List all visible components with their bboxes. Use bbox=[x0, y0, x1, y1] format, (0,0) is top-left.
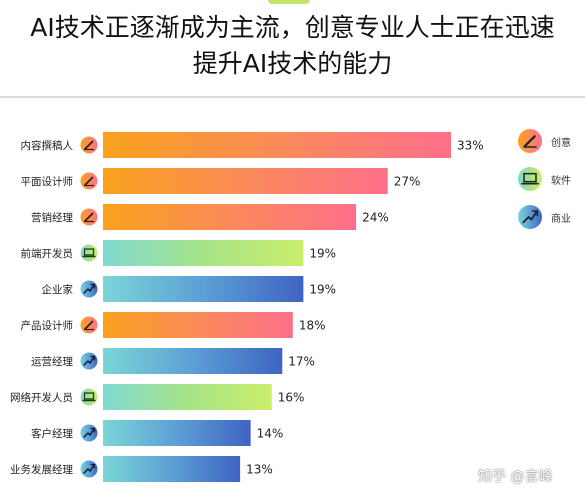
value-label: 14% bbox=[257, 427, 284, 441]
row-laptop-icon bbox=[79, 243, 99, 263]
top-accent-bar bbox=[0, 0, 585, 4]
title-line-1: AI技术正逐渐成为主流，创意专业人士正在迅速 bbox=[30, 13, 555, 42]
row-trend-icon bbox=[79, 423, 99, 443]
category-label: 平面设计师 bbox=[21, 175, 74, 188]
value-label: 19% bbox=[309, 283, 336, 297]
row-pencil-icon bbox=[79, 135, 99, 155]
bar bbox=[103, 312, 293, 338]
legend-label-business: 商业 bbox=[551, 214, 571, 225]
bar bbox=[103, 168, 388, 194]
bar bbox=[103, 384, 272, 410]
value-label: 16% bbox=[278, 391, 305, 405]
row-pencil-icon bbox=[79, 207, 99, 227]
title-divider bbox=[0, 96, 585, 98]
row-pencil-icon bbox=[79, 171, 99, 191]
bar bbox=[103, 456, 241, 482]
category-label: 内容撰稿人 bbox=[21, 139, 74, 152]
category-label: 业务发展经理 bbox=[10, 463, 73, 476]
category-label: 客户经理 bbox=[31, 427, 73, 440]
bar bbox=[103, 348, 283, 374]
value-label: 27% bbox=[394, 175, 421, 189]
category-label: 企业家 bbox=[42, 283, 74, 296]
category-label: 网络开发人员 bbox=[10, 391, 73, 404]
watermark: 知乎 @言峰 bbox=[478, 469, 553, 485]
row-trend-icon bbox=[79, 351, 99, 371]
bar-chart: 内容撰稿人 33% 平面设计师 27% 营销经理 24% 前端开发员 19% 企业家 19% 产品设… bbox=[10, 132, 484, 482]
bar bbox=[103, 420, 251, 446]
legend-item-software: 软件 bbox=[517, 166, 583, 192]
legend-software-laptop-icon bbox=[518, 167, 542, 191]
bar bbox=[103, 132, 451, 158]
legend-business-trend-icon bbox=[518, 205, 542, 229]
value-label: 19% bbox=[309, 247, 336, 261]
value-label: 33% bbox=[457, 139, 484, 153]
value-label: 13% bbox=[246, 463, 273, 477]
value-label: 18% bbox=[299, 319, 326, 333]
category-label: 运营经理 bbox=[31, 355, 73, 368]
legend-item-business: 商业 bbox=[517, 204, 583, 230]
legend-label-software: 软件 bbox=[551, 176, 571, 187]
bar bbox=[103, 276, 304, 302]
row-laptop-icon bbox=[79, 387, 99, 407]
category-label: 前端开发员 bbox=[21, 247, 74, 260]
row-pencil-icon bbox=[79, 315, 99, 335]
category-label: 营销经理 bbox=[31, 211, 73, 224]
bar bbox=[103, 240, 304, 266]
value-label: 17% bbox=[288, 355, 315, 369]
page-title: AI技术正逐渐成为主流，创意专业人士正在迅速 提升AI技术的能力 bbox=[0, 10, 585, 82]
row-trend-icon bbox=[79, 459, 99, 479]
legend-item-creative: 创意 bbox=[517, 128, 583, 154]
category-label: 产品设计师 bbox=[21, 319, 74, 332]
legend-label-creative: 创意 bbox=[551, 138, 571, 149]
value-label: 24% bbox=[362, 211, 389, 225]
legend-creative-pencil-icon bbox=[518, 129, 542, 153]
row-trend-icon bbox=[79, 279, 99, 299]
bar bbox=[103, 204, 357, 230]
title-line-2: 提升AI技术的能力 bbox=[192, 49, 393, 78]
